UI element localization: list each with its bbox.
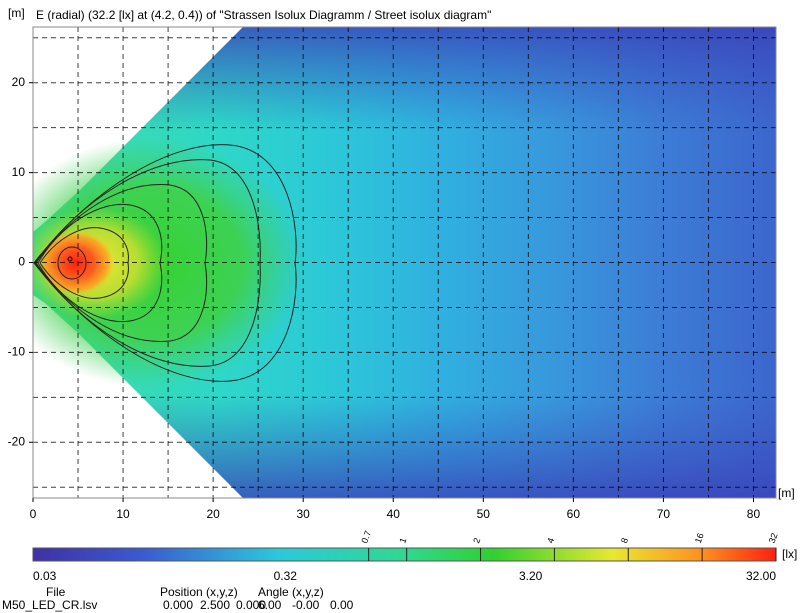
footer-value: M50_LED_CR.lsv [2,598,97,612]
footer-value: 0.000 [163,598,193,612]
x-tick-label: 80 [747,507,761,521]
x-tick-label: 40 [387,507,401,521]
y-tick-label: 20 [12,75,26,89]
footer-value: 0.00 [330,598,354,612]
colorbar-tick-label: 0.32 [274,569,298,583]
contour-level-label: 16 [693,532,706,545]
contour-level-label: 1 [397,536,408,544]
x-tick-label: 0 [30,507,37,521]
contour-level-label: 8 [619,536,630,544]
x-tick-label: 20 [206,507,220,521]
y-tick-label: 0 [18,255,25,269]
x-tick-label: 60 [567,507,581,521]
footer-label: File [46,585,66,599]
y-tick-label: -20 [8,434,26,448]
colorbar [32,547,777,562]
x-tick-label: 10 [116,507,130,521]
contour-level-label: 32 [767,532,780,545]
grid [33,27,776,498]
colorbar-tick-label: 32.00 [746,569,776,583]
y-tick-label: 10 [12,165,26,179]
colorbar-tick-label: 3.20 [519,569,543,583]
contour-level-label: 0.7 [359,529,373,544]
footer-value: 6.00 [258,598,282,612]
y-tick-label: -10 [8,345,26,359]
colorbar-unit: [lx] [782,547,797,561]
footer-value: 2.500 [200,598,230,612]
x-tick-label: 30 [297,507,311,521]
footer-value: 0.000 [236,598,266,612]
y-axis-unit: [m] [8,6,25,20]
footer-label: Angle (x,y,z) [258,585,324,599]
x-tick-label: 50 [477,507,491,521]
colorbar-tick-label: 0.03 [33,569,57,583]
x-axis-unit: [m] [778,486,795,500]
footer-label: Position (x,y,z) [160,585,238,599]
footer-value: -0.00 [292,598,320,612]
chart-title: E (radial) (32.2 [lx] at (4.2, 0.4)) of … [36,8,491,22]
contour-level-label: 2 [471,536,482,544]
x-tick-label: 70 [657,507,671,521]
contour-level-label: 4 [545,536,556,544]
